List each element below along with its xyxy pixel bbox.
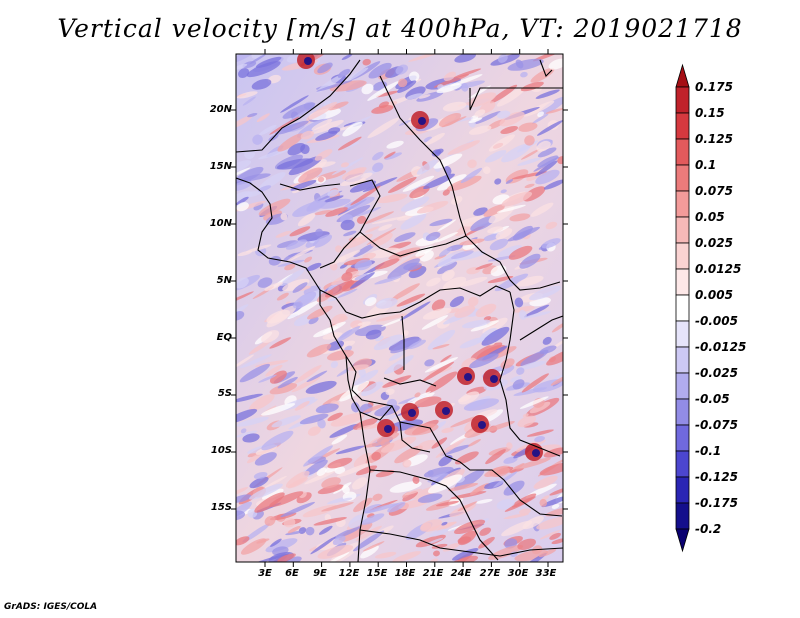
colorbar-bin xyxy=(675,86,690,114)
colorbar-label: 0.15 xyxy=(695,106,725,120)
colorbar-bin xyxy=(675,346,690,374)
colorbar-label: -0.2 xyxy=(695,522,722,536)
colorbar-bin xyxy=(675,320,690,348)
lon-label-18e: 18E xyxy=(394,568,416,579)
lon-label-9e: 9E xyxy=(313,568,327,579)
colorbar-label: 0.025 xyxy=(695,236,733,250)
colorbar-bin xyxy=(675,216,690,244)
colorbar-label: 0.175 xyxy=(695,80,733,94)
map-frame xyxy=(235,53,564,563)
colorbar-label: 0.005 xyxy=(695,288,733,302)
colorbar-bin xyxy=(675,112,690,140)
colorbar-bin xyxy=(675,190,690,218)
axis-ticks xyxy=(231,49,568,567)
colorbar-bin xyxy=(675,164,690,192)
lon-label-21e: 21E xyxy=(422,568,444,579)
lon-label-12e: 12E xyxy=(338,568,360,579)
colorbar-under-arrow xyxy=(675,528,690,553)
colorbar-bin xyxy=(675,502,690,530)
colorbar-label: -0.175 xyxy=(695,496,738,510)
colorbar-bin xyxy=(675,294,690,322)
lon-label-30e: 30E xyxy=(507,568,529,579)
colorbar-bin xyxy=(675,450,690,478)
lat-label-5s: 5S xyxy=(217,388,232,399)
lat-label-5n: 5N xyxy=(216,275,232,286)
lon-label-33e: 33E xyxy=(535,568,557,579)
colorbar-over-arrow xyxy=(675,63,690,88)
colorbar-label: 0.125 xyxy=(695,132,733,146)
colorbar-bin xyxy=(675,424,690,452)
lat-label-10n: 10N xyxy=(209,218,232,229)
lat-label-eq: EQ xyxy=(216,332,232,343)
colorbar-bin xyxy=(675,268,690,296)
chart-title: Vertical velocity [m/s] at 400hPa, VT: 2… xyxy=(57,14,743,43)
colorbar-bin xyxy=(675,242,690,270)
colorbar-bin xyxy=(675,476,690,504)
colorbar-bin xyxy=(675,398,690,426)
lat-label-15n: 15N xyxy=(209,161,232,172)
colorbar-label: 0.0125 xyxy=(695,262,742,276)
colorbar-label: -0.1 xyxy=(695,444,722,458)
colorbar-bin xyxy=(675,372,690,400)
colorbar-label: -0.025 xyxy=(695,366,738,380)
lon-label-15e: 15E xyxy=(366,568,388,579)
grads-credit: GrADS: IGES/COLA xyxy=(4,602,98,612)
colorbar-label: 0.075 xyxy=(695,184,733,198)
velocity-field xyxy=(236,54,563,562)
lat-label-20n: 20N xyxy=(209,104,232,115)
colorbar-label: 0.05 xyxy=(695,210,725,224)
lon-label-27e: 27E xyxy=(479,568,501,579)
lon-label-6e: 6E xyxy=(285,568,299,579)
colorbar xyxy=(675,63,690,553)
lat-label-10s: 10S xyxy=(210,445,232,456)
lat-label-15s: 15S xyxy=(210,502,232,513)
colorbar-bin xyxy=(675,138,690,166)
colorbar-label: -0.0125 xyxy=(695,340,747,354)
lon-label-24e: 24E xyxy=(450,568,472,579)
colorbar-label: 0.1 xyxy=(695,158,717,172)
colorbar-label: -0.005 xyxy=(695,314,738,328)
lon-label-3e: 3E xyxy=(258,568,272,579)
country-borders xyxy=(236,59,563,562)
colorbar-label: -0.125 xyxy=(695,470,738,484)
colorbar-label: -0.075 xyxy=(695,418,738,432)
colorbar-label: -0.05 xyxy=(695,392,730,406)
